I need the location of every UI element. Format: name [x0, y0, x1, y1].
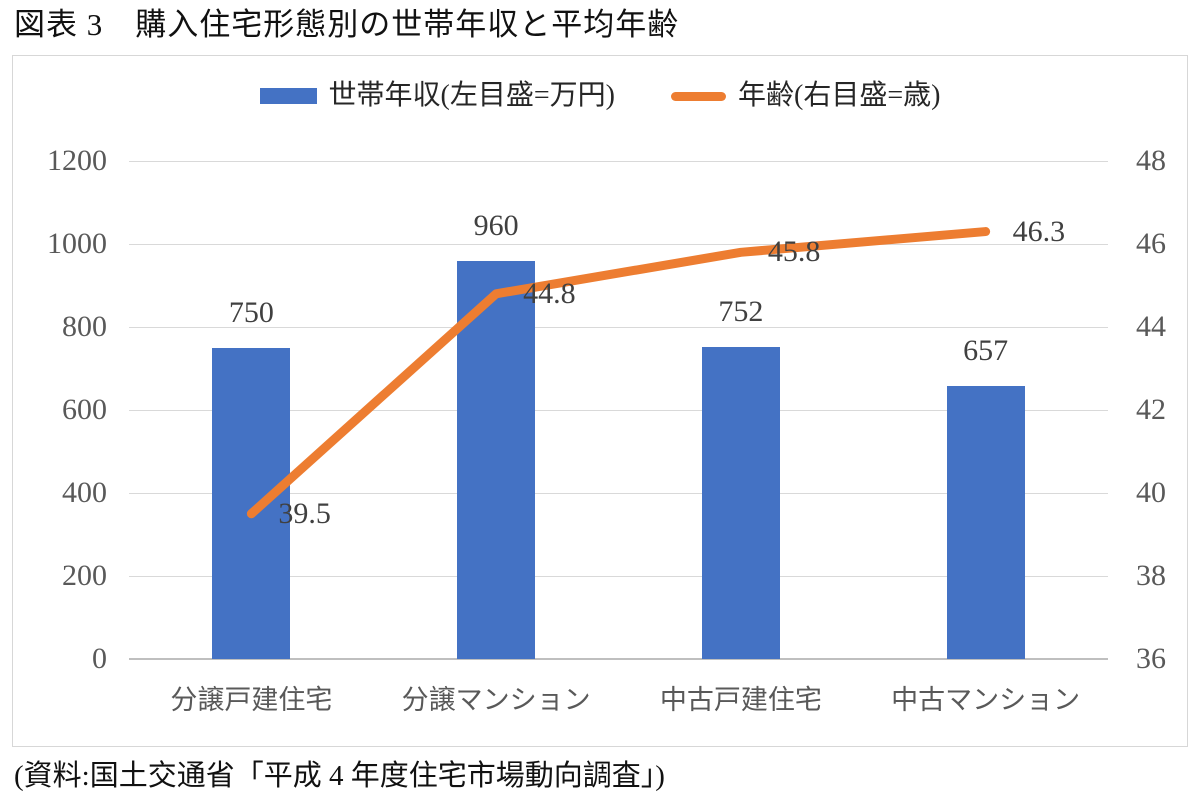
y-axis-tick-label: 800	[62, 310, 107, 343]
plot-area: 1200 48 1000 46 800 44 600 42 400 40 200 38 0 36 750 分譲…	[13, 56, 1187, 746]
y2-axis-tick-label: 38	[1136, 559, 1166, 592]
age-point-label: 44.8	[523, 276, 576, 310]
legend-item-income: 世帯年収(左目盛=万円)	[259, 78, 615, 114]
age-point-label: 46.3	[1012, 214, 1066, 248]
legend-item-label: 世帯年収(左目盛=万円)	[328, 80, 615, 111]
y2-axis-tick-label: 46	[1136, 227, 1166, 260]
age-point-label: 39.5	[278, 496, 331, 530]
gridline	[129, 160, 1108, 162]
category-label: 分譲マンション	[401, 685, 591, 715]
y-axis-tick-label: 200	[62, 559, 107, 592]
y2-axis-tick-label: 44	[1136, 310, 1166, 343]
legend-item-age: 年齢(右目盛=歳)	[671, 78, 940, 114]
bar-value-label: 960	[473, 208, 519, 242]
y-axis-tick-label: 400	[62, 476, 107, 509]
category-label: 中古戸建住宅	[659, 685, 822, 715]
y-axis-tick-label: 0	[92, 642, 107, 675]
category-label: 中古マンション	[891, 685, 1081, 715]
bar-value-label: 752	[718, 294, 764, 328]
age-point-label: 45.8	[767, 235, 821, 269]
chart-title: 図表 3 購入住宅形態別の世帯年収と平均年齢	[14, 7, 680, 42]
y-axis-tick-label: 1000	[47, 227, 107, 260]
y2-axis-tick-label: 36	[1136, 642, 1166, 675]
legend-line-swatch-icon	[671, 91, 726, 101]
legend-bar-swatch-icon	[259, 88, 317, 104]
legend-item-label: 年齢(右目盛=歳)	[738, 80, 941, 111]
bar-value-label: 657	[963, 334, 1009, 368]
bar-分譲マンション	[457, 260, 536, 659]
category-label: 分譲戸建住宅	[170, 685, 333, 715]
legend: 世帯年収(左目盛=万円) 年齢(右目盛=歳)	[13, 78, 1187, 114]
bar-中古マンション	[946, 386, 1025, 659]
bar-中古戸建住宅	[701, 346, 780, 659]
y2-axis-tick-label: 42	[1136, 393, 1166, 426]
y-axis-tick-label: 600	[62, 393, 107, 426]
age-line-path	[246, 227, 991, 519]
y2-axis-tick-label: 48	[1136, 144, 1166, 177]
chart-area: 世帯年収(左目盛=万円) 年齢(右目盛=歳) 1200 48 1000 46 800 44…	[12, 55, 1188, 747]
gridline	[129, 243, 1108, 245]
y-axis-tick-label: 1200	[47, 144, 107, 177]
source-note: (資料:国土交通省「平成 4 年度住宅市場動向調査」)	[14, 760, 665, 792]
y2-axis-tick-label: 40	[1136, 476, 1166, 509]
bar-value-label: 750	[228, 295, 274, 329]
gridline	[129, 575, 1108, 577]
x-axis-line	[129, 658, 1108, 660]
